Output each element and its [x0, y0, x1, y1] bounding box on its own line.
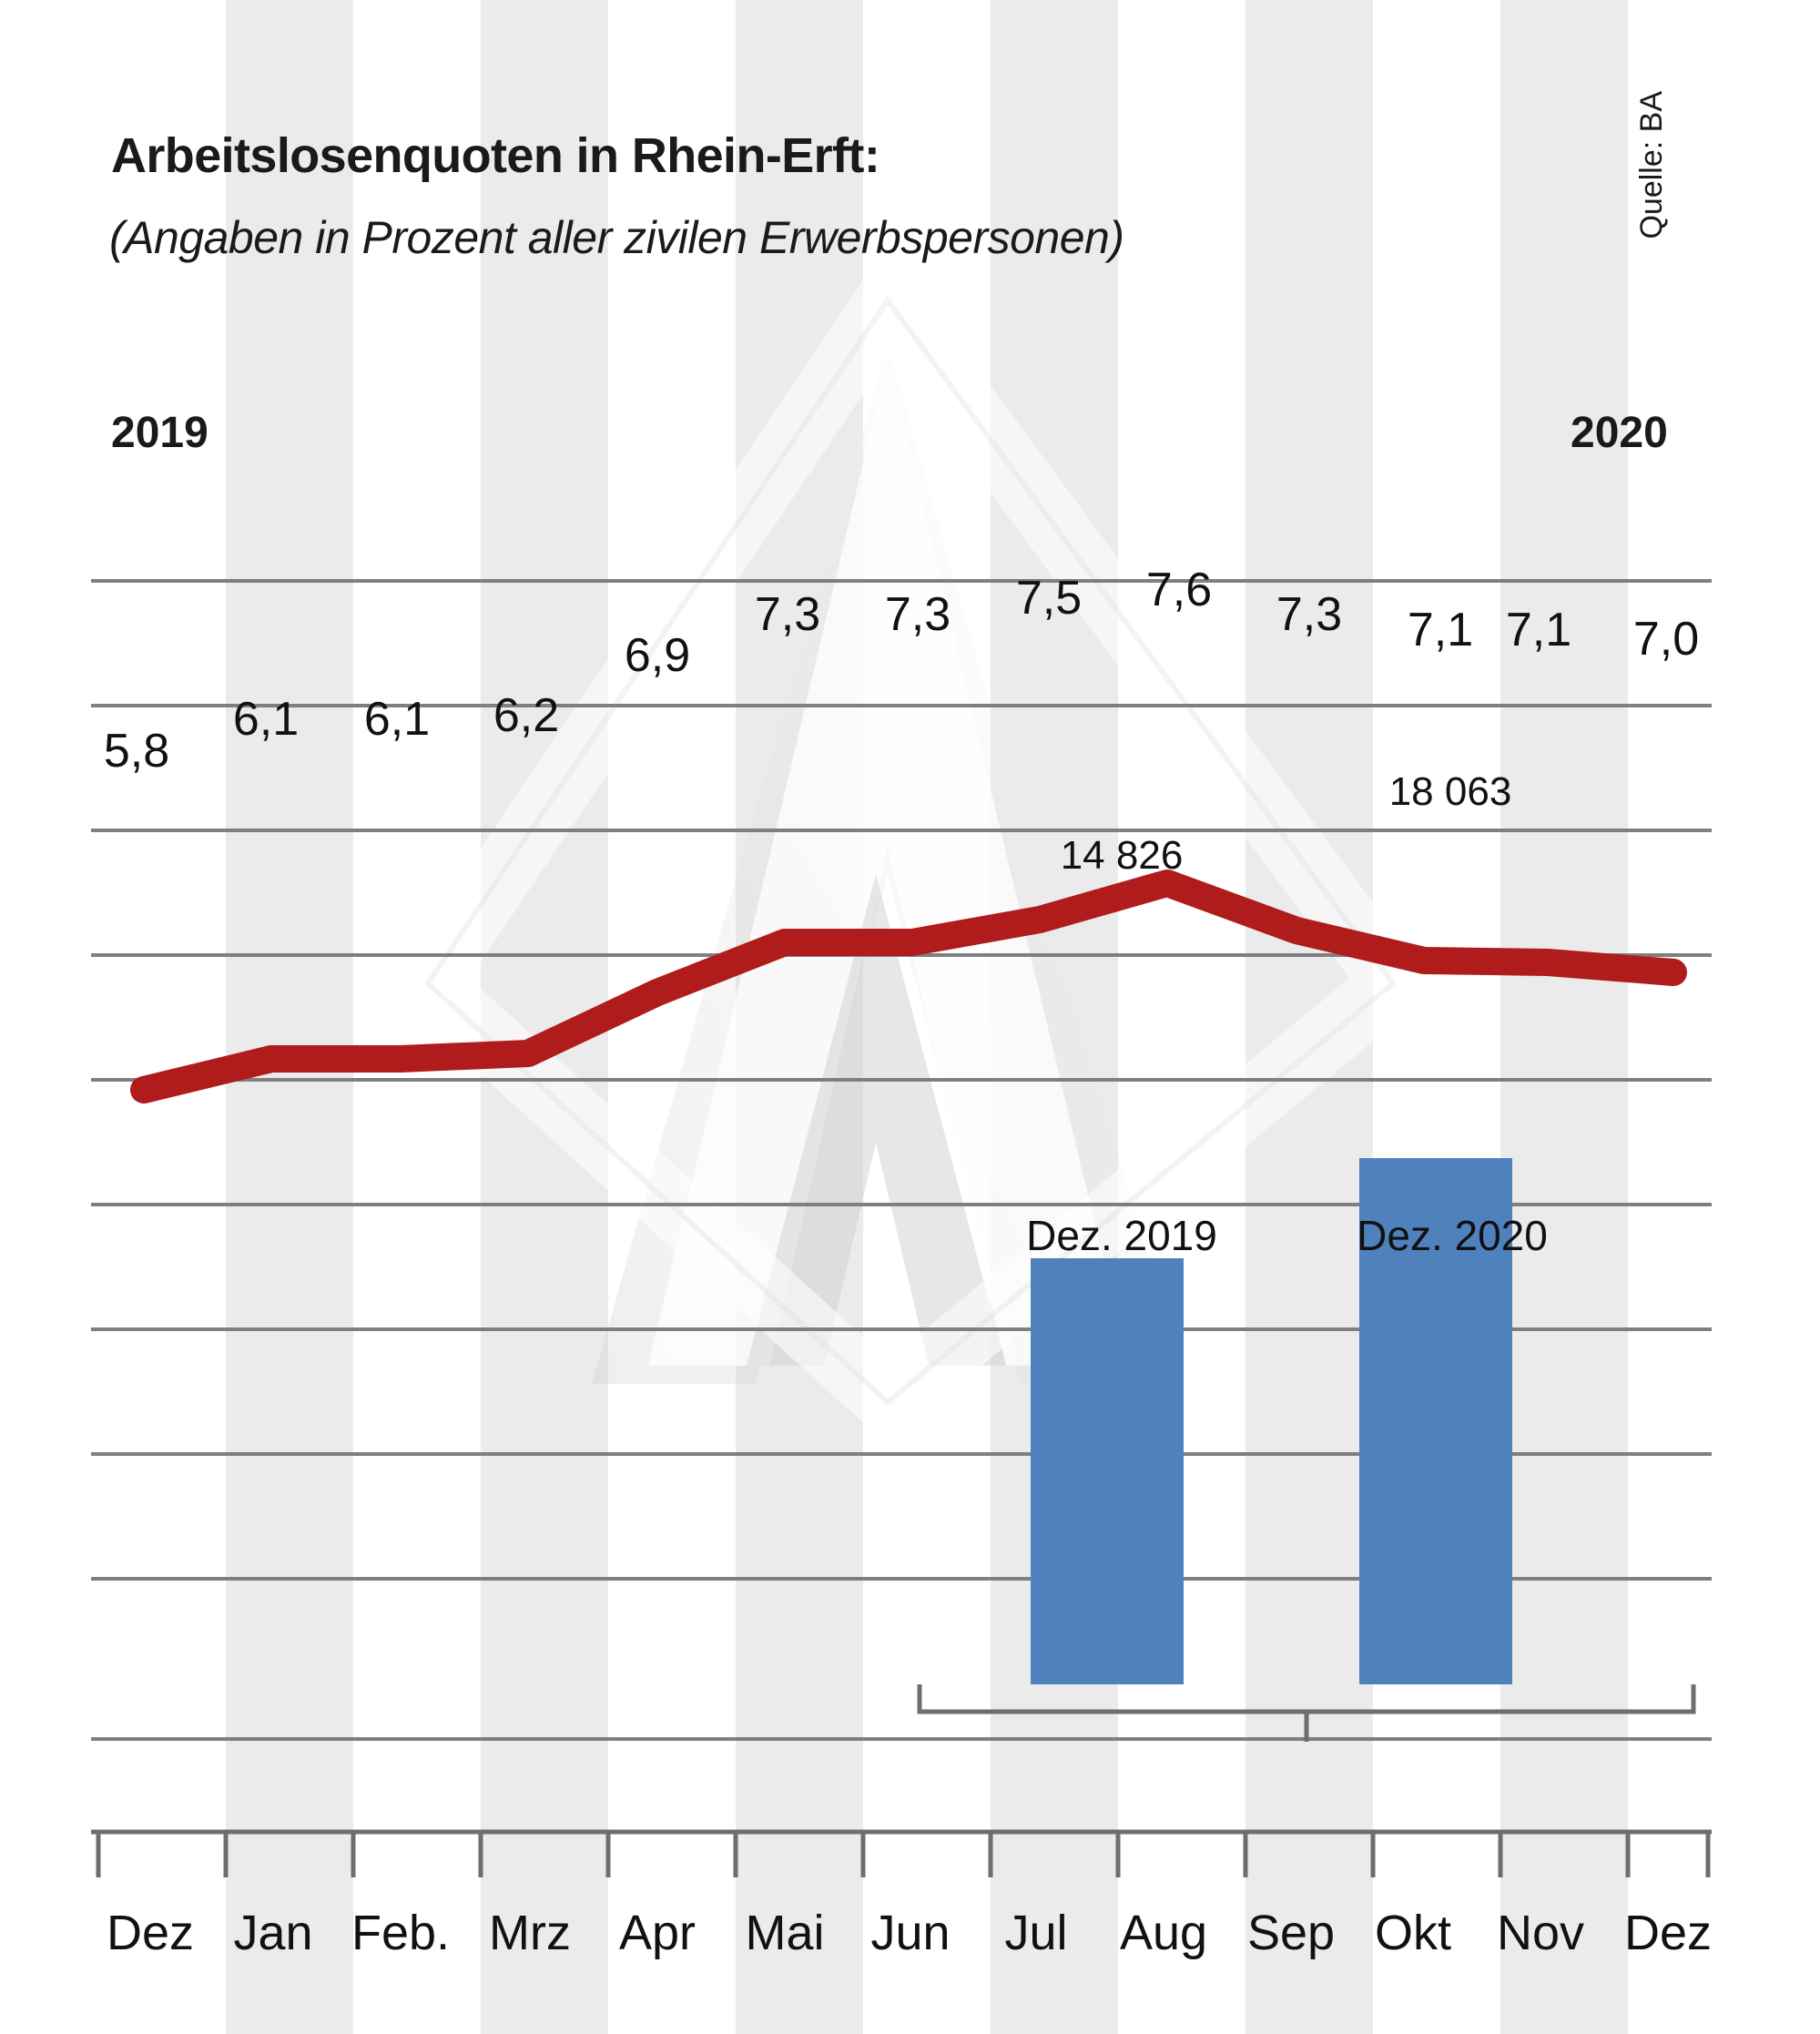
bar-value-label: 18 063	[1388, 769, 1512, 814]
line-value-label: 6,1	[232, 693, 300, 746]
month-tick-label: Sep	[1246, 1906, 1336, 1960]
line-value-label: 6,1	[363, 693, 431, 746]
source-label: Quelle: BA	[1634, 91, 1669, 239]
line-value-label: 7,3	[884, 588, 951, 641]
bar-value-label: 14 826	[1060, 833, 1184, 878]
month-tick-label: Jul	[1004, 1906, 1068, 1960]
bar-bracket	[917, 1684, 1696, 1742]
line-value-label: 5,8	[103, 725, 170, 778]
line-value-label: 7,1	[1505, 604, 1572, 656]
x-axis	[91, 1829, 1712, 1877]
line-value-label: 7,3	[1276, 588, 1343, 641]
page-subtitle: (Angaben in Prozent aller zivilen Erwerb…	[109, 212, 1124, 263]
month-tick-label: Jun	[870, 1906, 951, 1960]
month-tick-label: Aug	[1119, 1906, 1208, 1960]
line-value-label: 7,5	[1015, 572, 1083, 625]
line-value-label: 7,1	[1407, 604, 1474, 656]
month-tick-label: Jan	[233, 1906, 313, 1960]
line-value-label: 7,3	[754, 588, 821, 641]
month-tick-label: Mrz	[489, 1906, 571, 1960]
month-tick-label: Feb.	[351, 1906, 451, 1960]
line-value-label: 6,2	[493, 689, 560, 742]
year-label-left: 2019	[111, 409, 208, 457]
month-tick-label: Okt	[1374, 1906, 1452, 1960]
line-value-label: 7,0	[1632, 613, 1700, 666]
month-tick-label: Nov	[1496, 1906, 1585, 1960]
month-tick-label: Dez	[106, 1906, 195, 1960]
bar-group-label: Dez. 2020	[1357, 1212, 1548, 1259]
month-tick-label: Dez	[1623, 1906, 1713, 1960]
month-tick-label: Mai	[745, 1906, 825, 1960]
bar-group-label: Dez. 2019	[1026, 1212, 1217, 1259]
year-label-right: 2020	[1571, 409, 1668, 457]
month-tick-label: Apr	[618, 1906, 696, 1960]
line-value-label: 6,9	[624, 629, 691, 682]
line-value-label: 7,6	[1145, 564, 1213, 616]
page-title: Arbeitslosenquoten in Rhein-Erft:	[111, 128, 880, 183]
